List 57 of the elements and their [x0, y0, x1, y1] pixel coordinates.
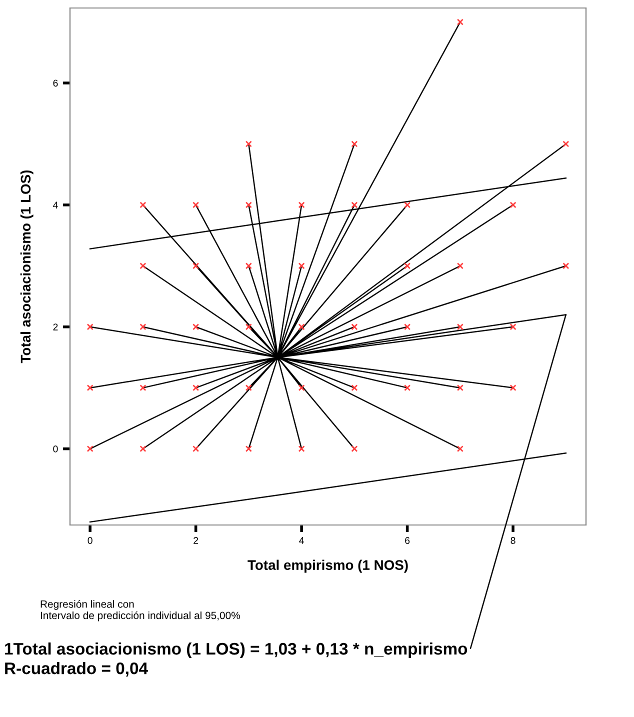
point: [298, 262, 305, 270]
point: [86, 384, 94, 392]
point: [140, 384, 146, 392]
point: [245, 202, 252, 208]
point: [140, 202, 146, 208]
point: [456, 446, 464, 452]
point: [404, 262, 411, 270]
point: [456, 262, 464, 270]
point: [245, 140, 252, 148]
point: [245, 446, 252, 452]
x-tick-label: 8: [510, 537, 516, 544]
point: [404, 202, 411, 208]
point: [404, 324, 411, 330]
point: [192, 324, 200, 330]
x-tick-label: 4: [299, 537, 304, 544]
point: [298, 446, 305, 452]
point: [86, 446, 94, 452]
point: [351, 202, 358, 208]
point: [245, 384, 252, 392]
point: [298, 324, 305, 330]
point: [456, 18, 464, 26]
point: [140, 324, 146, 330]
y-tick-label: 2: [53, 324, 58, 330]
y-tick-label: 6: [53, 80, 58, 87]
text: R-cuadrado = 0,04: [5, 662, 148, 677]
x-axis-title: Total empirismo (1 NOS): [248, 560, 408, 573]
x-tick-label: 0: [88, 537, 92, 544]
point: [192, 446, 200, 452]
point: [404, 384, 411, 392]
point: [351, 140, 358, 148]
point: [298, 202, 305, 208]
point: [351, 384, 358, 392]
x-tick-label: 6: [405, 537, 410, 544]
point: [351, 324, 358, 330]
point: [192, 262, 200, 270]
annotation: 1Total asociacionismo (1 LOS) = 1,03 + 0,13 * n_empirismo: [5, 642, 468, 658]
point: [456, 384, 464, 392]
point: [562, 140, 570, 148]
x-tick-label: 2: [194, 537, 198, 544]
point: [245, 324, 252, 330]
point: [562, 262, 570, 270]
point: [140, 262, 146, 270]
point: [510, 202, 516, 208]
point: [140, 446, 146, 452]
y-tick-label: 0: [53, 446, 58, 452]
point: [510, 324, 516, 330]
point: [456, 324, 464, 330]
y-tick-label: 4: [53, 202, 58, 208]
point: [510, 384, 516, 392]
point: [192, 384, 200, 392]
y-axis-title: Total asociacionismo (1 LOS): [20, 170, 34, 364]
point: [245, 262, 252, 270]
point: [192, 202, 200, 208]
point: [351, 446, 358, 452]
point: [86, 324, 94, 330]
text: Regresión lineal con Intervalo de predicción individual al 95,00%: [40, 600, 240, 622]
point: [298, 384, 305, 392]
